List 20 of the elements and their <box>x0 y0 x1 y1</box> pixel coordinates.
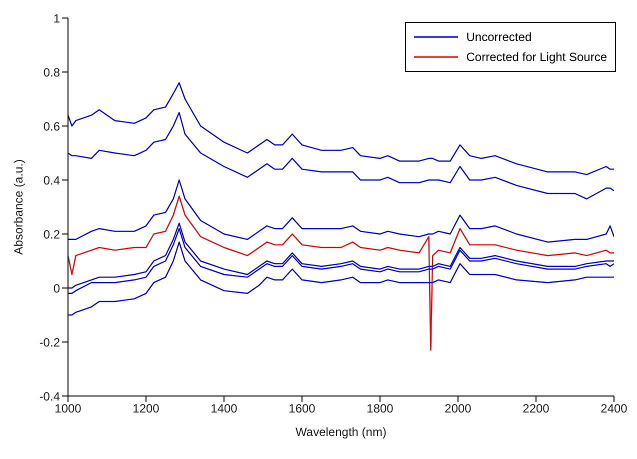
y-tick-label: 0.8 <box>43 65 60 80</box>
y-tick-label: 0 <box>53 281 60 296</box>
y-axis-title: Absorbance (a.u.) <box>11 159 26 255</box>
y-tick-label: 0.2 <box>43 227 60 242</box>
legend-label: Uncorrected <box>466 30 532 44</box>
x-tick-label: 1200 <box>132 402 160 416</box>
x-axis-title: Wavelength (nm) <box>296 425 386 439</box>
y-tick-label: 0.6 <box>43 119 60 134</box>
x-tick-label: 2400 <box>600 402 628 416</box>
x-tick-label: 1400 <box>210 402 238 416</box>
x-tick-label: 1000 <box>54 402 82 416</box>
y-tick-label: 0.4 <box>43 173 60 188</box>
y-tick-label: -0.4 <box>39 389 60 404</box>
x-tick-label: 1600 <box>288 402 316 416</box>
x-tick-label: 2000 <box>444 402 472 416</box>
legend-label: Corrected for Light Source <box>466 50 607 64</box>
y-tick-label: 1 <box>53 11 60 26</box>
x-tick-label: 1800 <box>366 402 394 416</box>
y-tick-label: -0.2 <box>39 335 60 350</box>
x-tick-label: 2200 <box>522 402 550 416</box>
